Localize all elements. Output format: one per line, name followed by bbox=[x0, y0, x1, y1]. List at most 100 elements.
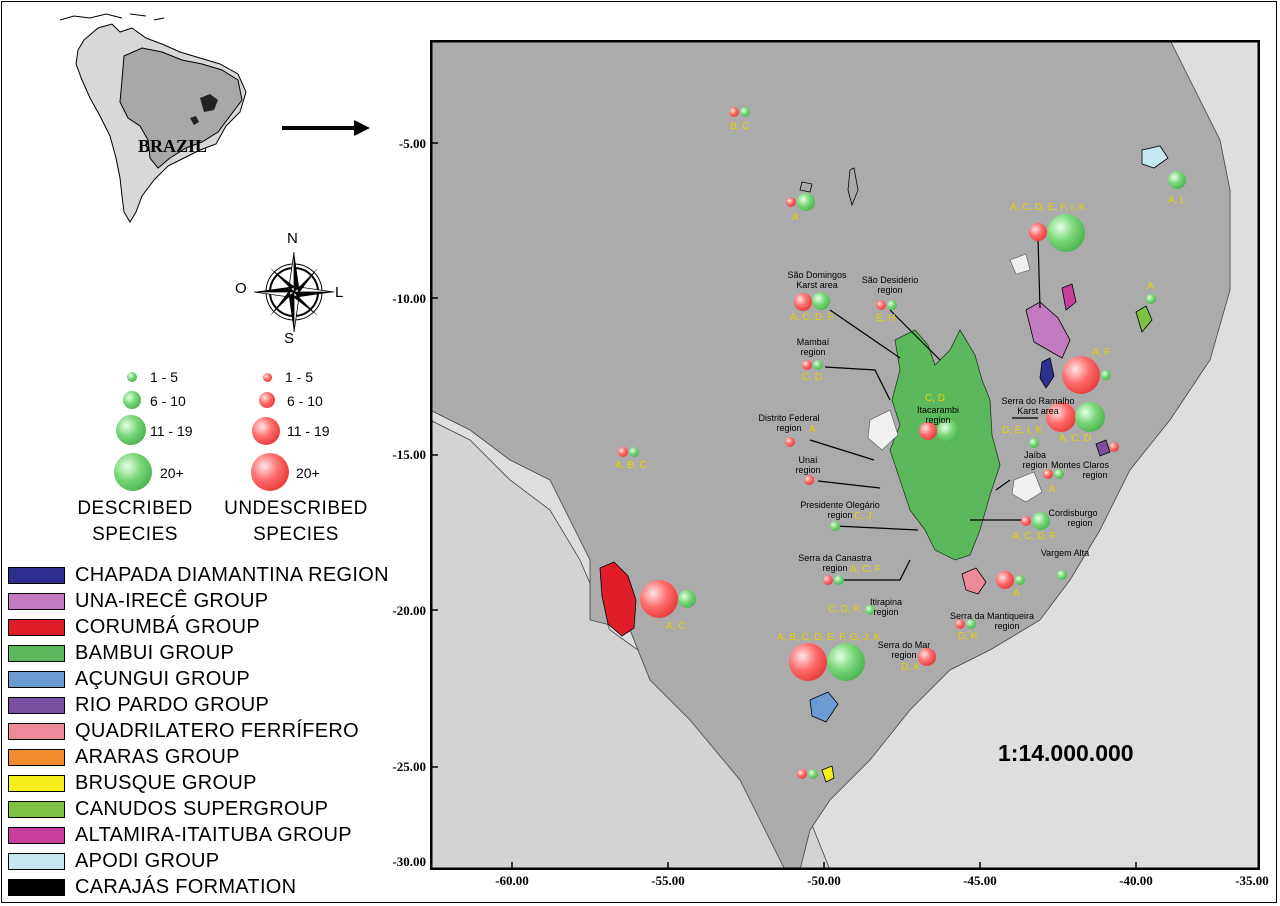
region-line: region bbox=[822, 563, 848, 573]
legend-undescribed-label-6-10: 6 - 10 bbox=[287, 393, 323, 409]
inset-caribbean bbox=[59, 13, 165, 21]
legend-item-bambui: BAMBUI GROUP bbox=[8, 642, 408, 668]
map-scale: 1:14.000.000 bbox=[998, 740, 1134, 766]
species-label: A, L bbox=[1168, 195, 1186, 206]
legend-item-quadrilatero: QUADRILATERO FERRÍFERO bbox=[8, 720, 408, 746]
bubble-undescribed bbox=[729, 107, 739, 117]
map-apodi bbox=[1141, 145, 1169, 169]
legend-item-apodi: APODI GROUP bbox=[8, 850, 408, 876]
x-tick-label: -55.00 bbox=[651, 873, 685, 888]
map-islands bbox=[799, 167, 859, 207]
species-label: A, C, D, F bbox=[790, 312, 834, 323]
region-line: Presidente Olegário bbox=[800, 500, 880, 510]
bubble-described bbox=[812, 292, 830, 310]
compass-south-label: S bbox=[284, 330, 295, 347]
region-line: region bbox=[994, 621, 1020, 631]
region-label-sao-desiderio: São Desidério region bbox=[845, 275, 935, 295]
legend-label: UNA-IRECÊ GROUP bbox=[75, 590, 269, 612]
bubble-described bbox=[827, 643, 865, 681]
bubble-described bbox=[1146, 294, 1156, 304]
legend-label: CHAPADA DIAMANTINA REGION bbox=[75, 564, 389, 586]
map-corumba bbox=[599, 561, 637, 637]
legend-label: ALTAMIRA-ITAITUBA GROUP bbox=[75, 824, 352, 846]
bubble-described bbox=[865, 605, 875, 615]
region-line: region bbox=[800, 347, 826, 357]
bubble-undescribed bbox=[1021, 516, 1031, 526]
undescribed-caption-line2: SPECIES bbox=[253, 524, 339, 545]
legend-label: AÇUNGUI GROUP bbox=[75, 668, 251, 690]
legend-described-bubble-6-10 bbox=[123, 391, 141, 409]
bubble-described bbox=[808, 769, 818, 779]
map-brusque bbox=[821, 765, 835, 783]
legend-described-bubble-20plus bbox=[114, 453, 152, 491]
legend-label: ARARAS GROUP bbox=[75, 746, 240, 768]
region-label-itirapina: Itirapina region bbox=[858, 597, 914, 617]
bubble-described bbox=[1032, 512, 1050, 530]
bubble-undescribed bbox=[1062, 356, 1100, 394]
legend-item-brusque: BRUSQUE GROUP bbox=[8, 772, 408, 798]
species-label: A, B, C, D, E, F, G, J, K bbox=[777, 632, 881, 643]
inset-map: BRAZIL bbox=[59, 13, 247, 223]
legend-described-label-20plus: 20+ bbox=[160, 465, 184, 481]
inset-carajas-dots bbox=[190, 94, 218, 125]
bubble-undescribed bbox=[802, 360, 812, 370]
region-line: Itacarambi bbox=[916, 405, 960, 415]
bubble-described bbox=[830, 521, 840, 531]
legend-label: CANUDOS SUPERGROUP bbox=[75, 798, 329, 820]
described-caption-line1: DESCRIBED bbox=[77, 498, 193, 519]
region-label-vargem-alta: Vargem Alta bbox=[1032, 548, 1098, 558]
y-tick-label: -5.00 bbox=[398, 136, 426, 151]
map-white-patches bbox=[867, 253, 1043, 503]
region-label-mambai: Mambaí region bbox=[780, 337, 846, 357]
region-line: region bbox=[925, 415, 951, 425]
region-line: region bbox=[1067, 518, 1093, 528]
species-label: A bbox=[1049, 484, 1056, 495]
legend-undescribed-bubble-1-5 bbox=[263, 373, 272, 382]
legend-item-carajas: CARAJÁS FORMATION bbox=[8, 876, 408, 902]
bubble-described bbox=[1029, 438, 1039, 448]
legend-label: CARAJÁS FORMATION bbox=[75, 876, 297, 898]
region-line: Montes Claros bbox=[1050, 460, 1110, 470]
legend-item-rio-pardo: RIO PARDO GROUP bbox=[8, 694, 408, 720]
legend-label: CORUMBÁ GROUP bbox=[75, 616, 261, 638]
map-bambui-area bbox=[889, 329, 1001, 561]
undescribed-species-caption: UNDESCRIBED SPECIES bbox=[214, 496, 378, 548]
bubble-described bbox=[1047, 214, 1085, 252]
region-line: Itirapina bbox=[869, 597, 903, 607]
species-label: C, D bbox=[802, 372, 822, 383]
legend-undescribed-bubble-6-10 bbox=[259, 392, 275, 408]
map-canudos bbox=[1135, 305, 1153, 333]
bubble-undescribed bbox=[794, 293, 812, 311]
region-label-presidente-olegario: Presidente Olegário region bbox=[790, 500, 890, 520]
region-line: region bbox=[795, 465, 821, 475]
y-tick-label: -10.00 bbox=[392, 291, 426, 306]
bubble-described bbox=[1168, 171, 1186, 189]
species-label: D, K bbox=[958, 631, 978, 642]
legend-described-label-6-10: 6 - 10 bbox=[150, 393, 186, 409]
map-quadrilatero bbox=[961, 567, 987, 595]
region-label-unai: Unaí region bbox=[782, 455, 834, 475]
legend-label: BRUSQUE GROUP bbox=[75, 772, 257, 794]
region-label-serra-mar: Serra do Mar region bbox=[872, 640, 936, 660]
bubble-undescribed bbox=[918, 648, 936, 666]
bubble-described bbox=[1015, 575, 1025, 585]
legend-described-bubble-11-19 bbox=[116, 415, 146, 445]
map-land-other bbox=[430, 40, 831, 870]
legend-swatch bbox=[8, 593, 65, 610]
region-line: Karst area bbox=[1017, 406, 1059, 416]
map-connector-lines bbox=[809, 237, 1041, 581]
legend-swatch bbox=[8, 567, 65, 584]
legend-undescribed-bubble-20plus bbox=[251, 453, 289, 491]
legend-swatch bbox=[8, 671, 65, 688]
region-label-itacarambi: Itacarambi region bbox=[906, 405, 970, 425]
map-land-brazil bbox=[430, 40, 1231, 870]
region-line: region bbox=[891, 650, 917, 660]
bubble-undescribed bbox=[789, 643, 827, 681]
described-caption-line2: SPECIES bbox=[92, 524, 178, 545]
map-altamira bbox=[1061, 283, 1077, 311]
species-label: A bbox=[1013, 588, 1020, 599]
legend-swatch bbox=[8, 827, 65, 844]
species-label: A, B, C bbox=[615, 460, 647, 471]
species-label: A, F bbox=[1092, 347, 1111, 358]
